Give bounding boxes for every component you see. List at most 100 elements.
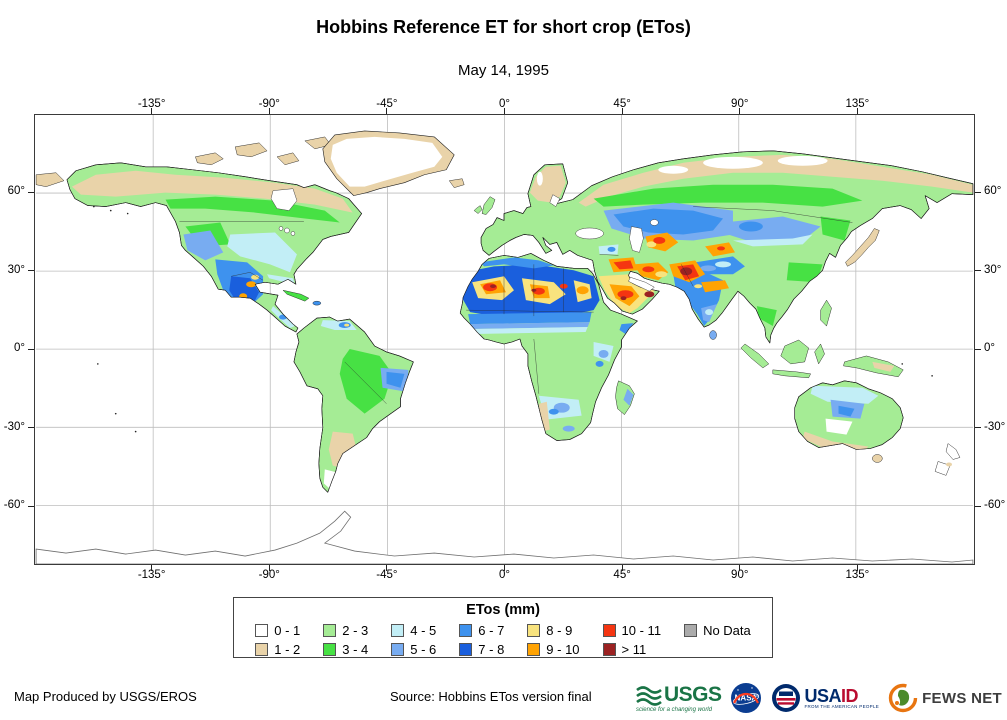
black-sea: [575, 227, 604, 240]
map-shape: [239, 293, 248, 300]
aral-sea: [650, 219, 659, 226]
lon-tick-top: [386, 108, 388, 114]
new-zealand-north: [945, 443, 961, 460]
lon-tick-bottom: [856, 565, 858, 571]
map-shape: [344, 323, 350, 327]
logo-row: USGS science for a changing world NASA U…: [636, 679, 1002, 717]
lon-tick-bottom: [621, 565, 623, 571]
legend-item: 4 - 5: [391, 621, 436, 639]
map-shape: [738, 221, 763, 232]
sumatra: [740, 343, 770, 369]
map-shape: [562, 425, 575, 432]
new-guinea: [843, 355, 904, 378]
map-shape: [93, 205, 95, 208]
map-shape: [756, 695, 759, 697]
map-shape: [888, 683, 918, 713]
iceland: [449, 178, 465, 188]
lat-label-right: 60°: [984, 185, 1002, 198]
lon-tick-bottom: [386, 565, 388, 571]
map-shape: [607, 246, 616, 252]
legend-label: No Data: [703, 622, 751, 638]
credit-text: Map Produced by USGS/EROS: [14, 689, 197, 704]
map-shape: [901, 363, 904, 365]
legend-swatch: [459, 642, 473, 656]
map-shape: [613, 208, 724, 235]
lon-tick-top: [151, 108, 153, 114]
legend-label: 7 - 8: [478, 641, 505, 657]
legend-swatch: [323, 642, 337, 656]
lat-tick-right: [975, 191, 981, 193]
hispaniola: [312, 300, 322, 306]
lat-label-left: -60°: [3, 499, 25, 512]
legend-label: 9 - 10: [546, 641, 580, 657]
map-shape: [810, 385, 879, 404]
usaid-wordmark: USAID: [804, 685, 858, 706]
map-area: -135° -135° -90° -90° -45° -45° 0° 0° 45° 45° 90° 9…: [4, 98, 1005, 581]
map-shape: [776, 698, 796, 705]
usaid-seal-icon: [772, 684, 801, 712]
legend-grid: 0 - 1 1 - 2 2 - 3 3 - 4 4 - 5 5 - 6 6 - 7 7 - 8…: [234, 621, 772, 658]
nasa-wordmark: NASA: [735, 694, 758, 703]
australia: [794, 380, 961, 476]
legend-swatch: [527, 642, 541, 656]
legend-swatch: [255, 623, 269, 637]
usgs-wordmark: USGS: [663, 683, 722, 706]
world-map: [35, 115, 974, 564]
lon-tick-bottom: [151, 565, 153, 571]
lon-label-bottom: 135°: [845, 569, 870, 581]
philippines: [820, 299, 832, 327]
map-shape: [251, 274, 260, 280]
cuba: [282, 289, 310, 302]
lon-label-top: 90°: [731, 98, 749, 110]
map-shape: [617, 290, 634, 299]
usgs-logo: USGS science for a changing world: [636, 684, 722, 713]
legend-item: 0 - 1: [255, 621, 300, 639]
map-shape: [680, 267, 693, 276]
small-islands: [93, 205, 933, 433]
chukotka-left-edge: [35, 172, 65, 187]
map-shape: [278, 226, 284, 231]
legend-swatch: [391, 623, 405, 637]
map-shape: [576, 286, 589, 295]
map-shape: [636, 685, 662, 694]
lat-label-left: 0°: [14, 342, 25, 355]
legend-label: 0 - 1: [274, 622, 301, 638]
map-shape: [646, 241, 657, 248]
map-shape: [461, 257, 634, 432]
legend-item: 5 - 6: [391, 640, 436, 658]
legend-item: > 11: [602, 640, 662, 658]
map-shape: [598, 349, 609, 358]
legend-item: 1 - 2: [255, 640, 300, 658]
map-shape: [786, 262, 823, 283]
map-shape: [71, 170, 353, 213]
map-shape: [777, 155, 828, 166]
map-shape: [109, 209, 112, 212]
source-text: Source: Hobbins ETos version final: [390, 689, 592, 704]
map-shape: [593, 184, 863, 207]
tasmania: [872, 454, 883, 463]
legend-label: 6 - 7: [478, 622, 505, 638]
lon-tick-top: [739, 108, 741, 114]
map-shape: [733, 692, 760, 704]
map-shape: [825, 418, 853, 435]
legend-item: No Data: [684, 621, 751, 639]
usgs-tagline: science for a changing world: [635, 706, 712, 713]
legend-label: 1 - 2: [274, 641, 301, 657]
map-shape: [548, 408, 559, 415]
usgs-wave-icon: [636, 685, 662, 706]
ireland: [473, 205, 483, 214]
map-shape: [480, 257, 554, 269]
legend-label: 5 - 6: [410, 641, 437, 657]
antarctica-coastline: [35, 510, 974, 564]
map-shape: [931, 375, 933, 377]
lat-tick-right: [975, 348, 981, 350]
map-shape: [470, 322, 590, 330]
lon-tick-top: [268, 108, 270, 114]
map-shape: [838, 405, 855, 417]
lon-label-top: 0°: [499, 98, 510, 110]
map-shape: [737, 689, 740, 691]
map-frame: [34, 114, 975, 565]
north-america: [66, 136, 363, 333]
lon-label-top: 45°: [613, 98, 631, 110]
map-shape: [700, 265, 717, 272]
